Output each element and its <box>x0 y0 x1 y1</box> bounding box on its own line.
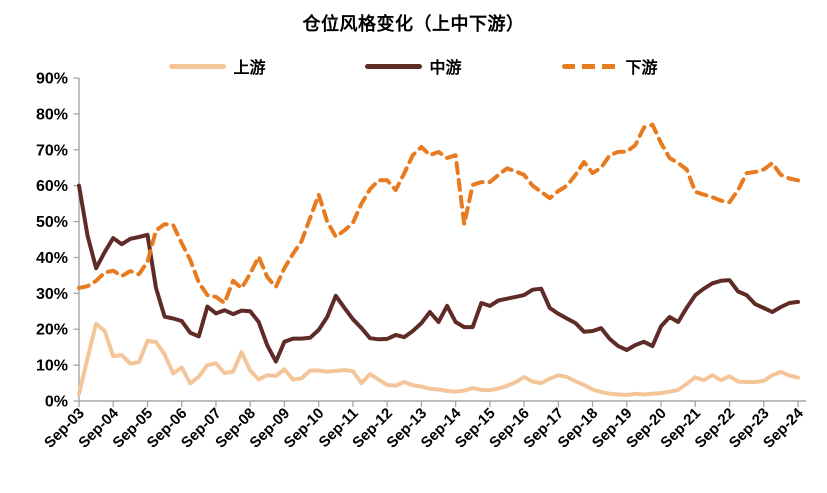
legend-label-upstream: 上游 <box>233 60 266 77</box>
legend-label-downstream: 下游 <box>625 60 658 77</box>
y-axis-label: 40% <box>36 250 68 267</box>
y-axis-label: 20% <box>36 322 68 339</box>
downstream-line-swatch-icon <box>561 63 619 69</box>
legend-item-upstream: 上游 <box>169 54 265 78</box>
series-line-midstream <box>77 183 800 364</box>
legend: 上游 中游 下游 <box>0 54 827 78</box>
y-axis-label: 70% <box>36 142 68 159</box>
series-line-upstream <box>77 321 800 397</box>
y-axis-label: 90% <box>36 71 68 88</box>
legend-item-downstream: 下游 <box>561 54 658 78</box>
y-axis-label: 50% <box>36 214 68 231</box>
y-axis-label: 80% <box>36 106 68 123</box>
midstream-line-swatch-icon <box>365 63 423 69</box>
legend-item-midstream: 中游 <box>365 54 462 78</box>
upstream-line-swatch-icon <box>169 63 227 69</box>
chart-title: 仓位风格变化（上中下游） <box>302 14 525 34</box>
series-line-downstream <box>77 122 800 305</box>
y-axis-label: 60% <box>36 178 68 195</box>
y-axis-label: 10% <box>36 358 68 375</box>
legend-label-midstream: 中游 <box>429 60 462 77</box>
y-axis-label: 30% <box>36 286 68 303</box>
y-axis-label: 0% <box>45 394 68 411</box>
